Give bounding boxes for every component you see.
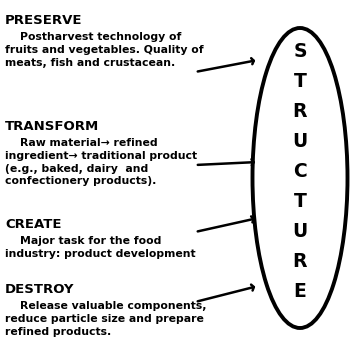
Text: R: R bbox=[293, 252, 307, 271]
Text: Major task for the food
industry: product development: Major task for the food industry: produc… bbox=[5, 236, 196, 259]
Text: T: T bbox=[294, 72, 307, 91]
Text: Release valuable components,
reduce particle size and prepare
refined products.: Release valuable components, reduce part… bbox=[5, 301, 206, 337]
Text: PRESERVE: PRESERVE bbox=[5, 14, 83, 27]
Text: U: U bbox=[292, 132, 308, 151]
Text: Raw material→ refined
ingredient→ traditional product
(e.g., baked, dairy  and
c: Raw material→ refined ingredient→ tradit… bbox=[5, 138, 197, 187]
Text: T: T bbox=[294, 192, 307, 211]
Text: TRANSFORM: TRANSFORM bbox=[5, 120, 99, 133]
Text: U: U bbox=[292, 222, 308, 241]
Text: CREATE: CREATE bbox=[5, 218, 62, 231]
Text: C: C bbox=[293, 162, 307, 181]
Text: E: E bbox=[294, 282, 307, 301]
Text: S: S bbox=[293, 42, 307, 61]
Text: R: R bbox=[293, 102, 307, 121]
Text: Postharvest technology of
fruits and vegetables. Quality of
meats, fish and crus: Postharvest technology of fruits and veg… bbox=[5, 32, 204, 68]
Text: DESTROY: DESTROY bbox=[5, 283, 74, 296]
